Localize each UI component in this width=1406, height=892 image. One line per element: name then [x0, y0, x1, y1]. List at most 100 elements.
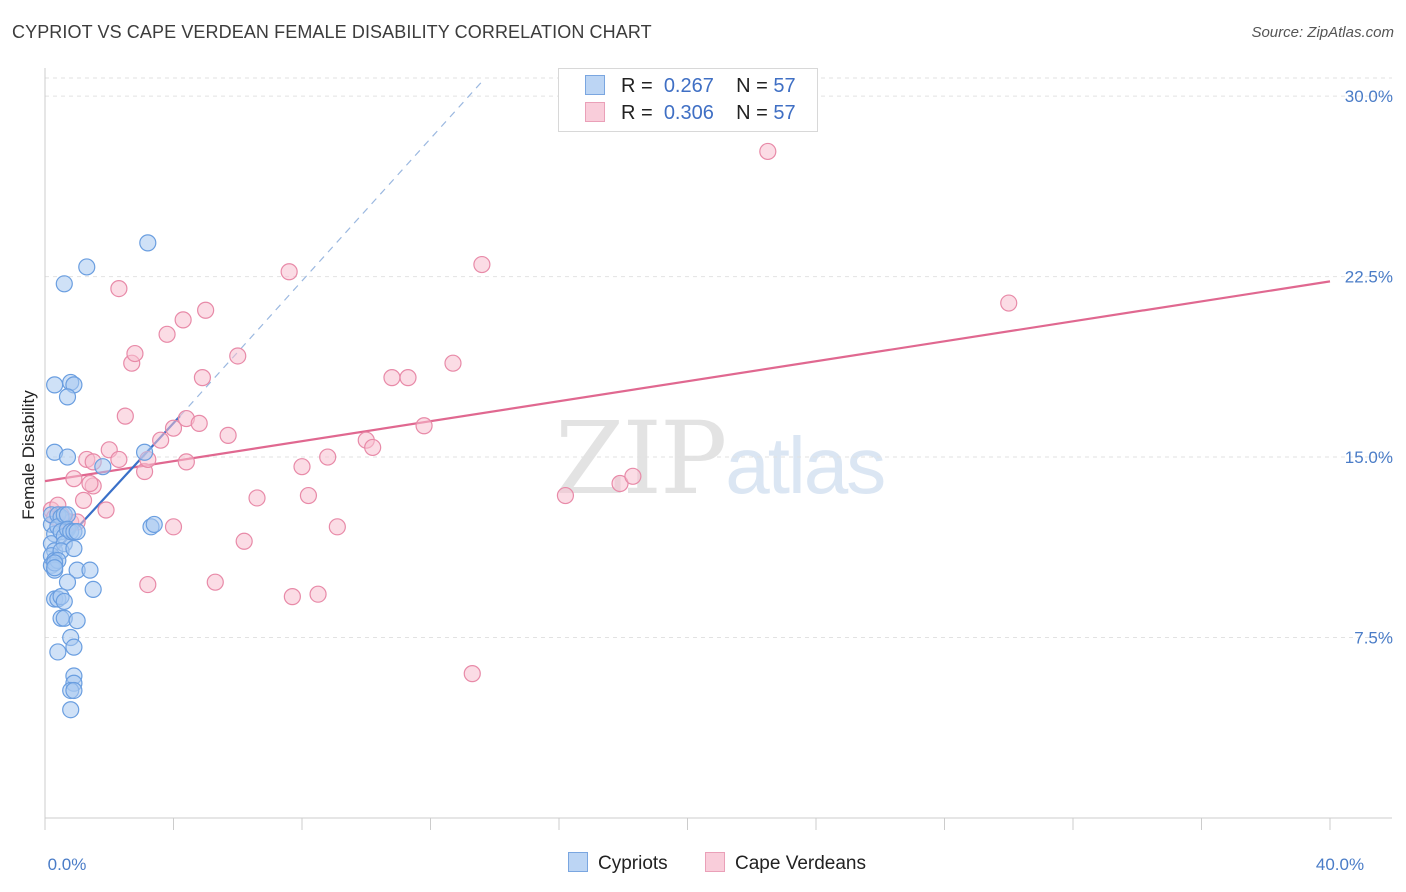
y-tick-label: 22.5%	[1345, 268, 1393, 287]
legend-row-cape-verdeans: R = 0.306 N = 57	[585, 102, 796, 128]
y-tick-label: 15.0%	[1345, 448, 1393, 467]
data-points	[42, 142, 1018, 719]
chart-title: CYPRIOT VS CAPE VERDEAN FEMALE DISABILIT…	[12, 22, 652, 42]
tick-labels: 7.5% 15.0% 22.5% 30.0% 0.0% 40.0%	[48, 87, 1393, 874]
y-tick-label: 30.0%	[1345, 87, 1393, 106]
bottom-legend-label: Cypriots	[598, 853, 668, 874]
cape-verdean-point	[158, 325, 176, 343]
cypriot-point	[58, 573, 77, 591]
cape-verdean-point	[219, 426, 237, 444]
x-tick-label: 0.0%	[48, 855, 87, 874]
cypriot-point	[49, 643, 67, 661]
cape-verdean-point	[319, 448, 337, 466]
cape-verdean-point	[177, 453, 195, 471]
cypriot-point	[58, 388, 77, 406]
cape-verdean-point	[65, 470, 83, 488]
cape-verdean-point	[110, 280, 128, 298]
y-tick-label: 7.5%	[1354, 629, 1393, 648]
cape-verdean-point	[415, 417, 433, 435]
correlation-legend: R = 0.267 N = 57 R = 0.306 N = 57	[558, 68, 818, 132]
cape-verdean-point	[611, 474, 629, 493]
cape-verdean-point	[174, 311, 192, 329]
cypriot-point	[145, 515, 163, 534]
cypriot-point	[65, 681, 83, 700]
cypriot-point	[65, 638, 83, 656]
cape-verdean-point	[126, 344, 144, 363]
cape-verdean-point	[299, 486, 318, 505]
cape-verdean-point	[248, 489, 266, 507]
bottom-swatch-cape-verdeans	[705, 852, 725, 872]
cape-verdean-point	[81, 474, 99, 493]
cape-verdean-point	[293, 458, 311, 476]
cypriot-point	[62, 701, 80, 719]
cape-verdean-point	[283, 588, 301, 606]
cypriot-point	[58, 506, 77, 524]
watermark-atlas: atlas	[725, 421, 886, 510]
legend-swatch-cypriots	[585, 75, 605, 95]
cypriot-point	[46, 559, 64, 577]
x-tick-label: 40.0%	[1316, 855, 1364, 874]
cape-verdean-point	[197, 301, 215, 319]
cypriot-point	[139, 234, 157, 252]
trend-line-cypriots-extension	[179, 81, 483, 417]
cypriot-point	[58, 448, 77, 466]
cape-verdean-point	[110, 450, 128, 469]
legend-r-value: 0.267	[663, 75, 714, 97]
bottom-legend-label: Cape Verdeans	[735, 853, 866, 874]
cape-verdean-point	[364, 438, 382, 457]
cape-verdean-point	[383, 369, 401, 387]
y-axis-label: Female Disability	[19, 390, 38, 520]
legend-n-value: 57	[773, 102, 796, 124]
cape-verdean-point	[444, 354, 462, 372]
legend-swatch-cape-verdeans	[585, 102, 605, 122]
legend-n-label: N =	[736, 102, 768, 124]
cypriot-point	[46, 376, 64, 394]
cape-verdean-point	[328, 518, 346, 536]
cape-verdean-point	[139, 575, 157, 594]
legend-n-value: 57	[773, 75, 796, 97]
cape-verdean-point	[206, 573, 224, 591]
axes	[44, 68, 1392, 830]
bottom-legend-cypriots: Cypriots	[568, 852, 668, 875]
cypriot-point	[135, 443, 154, 461]
cape-verdean-point	[164, 518, 183, 536]
watermark: ZIPatlas	[555, 400, 886, 517]
cypriot-point	[68, 612, 86, 630]
cape-verdean-point	[190, 414, 208, 432]
cypriot-point	[81, 561, 99, 579]
cypriot-point	[84, 580, 102, 598]
trend-line-cape-verdeans	[44, 280, 1331, 483]
cape-verdean-point	[164, 419, 183, 437]
cape-verdean-point	[193, 369, 212, 387]
cape-verdean-point	[152, 431, 170, 449]
cape-verdean-point	[473, 255, 491, 274]
legend-r-label: R =	[621, 75, 653, 97]
cape-verdean-point	[399, 369, 417, 387]
source-label: Source: ZipAtlas.com	[1251, 24, 1394, 41]
legend-row-cypriots: R = 0.267 N = 57	[585, 75, 796, 101]
legend-r-label: R =	[621, 102, 653, 124]
cypriot-point	[65, 539, 83, 558]
cape-verdean-point	[280, 263, 298, 281]
cape-verdean-point	[74, 491, 93, 509]
trend-lines	[44, 81, 1331, 564]
cape-verdean-point	[759, 142, 777, 161]
cape-verdean-point	[229, 347, 247, 365]
watermark-zip: ZIP	[555, 400, 727, 517]
bottom-legend-cape-verdeans: Cape Verdeans	[705, 852, 866, 875]
cape-verdean-point	[97, 501, 115, 519]
cape-verdean-point	[556, 486, 575, 505]
bottom-swatch-cypriots	[568, 852, 588, 872]
cypriot-point	[68, 523, 86, 541]
cape-verdean-point	[463, 665, 481, 683]
cypriot-point	[78, 258, 96, 276]
cypriot-point	[94, 458, 112, 476]
cypriot-point	[55, 275, 73, 293]
legend-r-value: 0.306	[663, 102, 714, 124]
cape-verdean-point	[309, 585, 327, 603]
grid-lines	[45, 77, 1392, 639]
cape-verdean-point	[624, 467, 642, 485]
cape-verdean-point	[1000, 294, 1018, 312]
legend-n-label: N =	[736, 75, 768, 97]
